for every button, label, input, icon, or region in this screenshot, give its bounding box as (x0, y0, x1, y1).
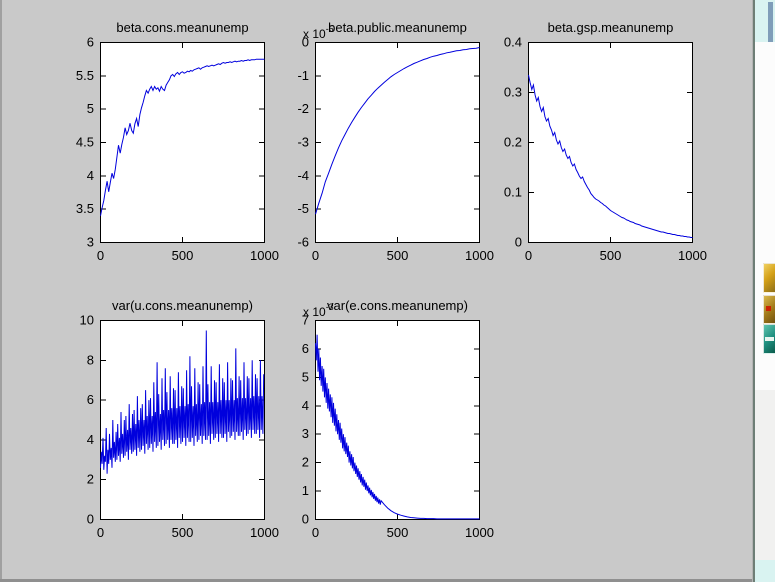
svg-text:5: 5 (87, 101, 94, 116)
subplot-beta-public-meanunemp: 0 500 1000 -6 -5 -4 -3 -2 -1 0 beta.public.meanune… (260, 8, 495, 278)
svg-text:1000: 1000 (678, 248, 707, 263)
svg-text:x 10-3: x 10-3 (303, 302, 334, 319)
svg-text:beta.gsp.meanunemp: beta.gsp.meanunemp (548, 20, 674, 35)
svg-text:500: 500 (387, 525, 409, 540)
svg-text:0: 0 (312, 248, 319, 263)
window-right-edge-shadow (753, 0, 755, 582)
svg-text:0: 0 (97, 248, 104, 263)
svg-text:0: 0 (87, 512, 94, 527)
svg-text:6: 6 (87, 392, 94, 407)
subplot-var-e-cons-meanunemp: 0 500 1000 0 1 2 3 4 5 6 7 var(e.cons.meanunemp) x 1… (260, 286, 495, 555)
svg-text:beta.public.meanunemp: beta.public.meanunemp (328, 20, 467, 35)
svg-text:4: 4 (87, 432, 94, 447)
svg-text:5: 5 (302, 369, 309, 384)
svg-text:4: 4 (87, 168, 94, 183)
svg-text:0: 0 (312, 525, 319, 540)
subplot-beta-cons-meanunemp: 0 500 1000 3 3.5 4 4.5 5 5.5 6 beta.cons.meanunemp (45, 8, 280, 278)
svg-text:2: 2 (87, 472, 94, 487)
svg-text:1000: 1000 (250, 525, 279, 540)
desktop-icon-1[interactable] (763, 263, 775, 293)
svg-text:0.2: 0.2 (504, 135, 522, 150)
svg-text:500: 500 (600, 248, 622, 263)
window-bottom-edge (0, 579, 755, 582)
svg-text:x 10-5: x 10-5 (303, 24, 334, 41)
svg-text:-4: -4 (297, 168, 309, 183)
svg-text:0: 0 (97, 525, 104, 540)
window-right-edge (752, 0, 753, 582)
svg-text:1: 1 (302, 483, 309, 498)
svg-text:5.5: 5.5 (76, 68, 94, 83)
svg-text:0: 0 (515, 235, 522, 250)
subplot-beta-gsp-meanunemp: 0 500 1000 0 0.1 0.2 0.3 0.4 beta.gsp.meanunemp (473, 8, 708, 278)
svg-text:0.1: 0.1 (504, 185, 522, 200)
svg-text:0.3: 0.3 (504, 85, 522, 100)
svg-text:1000: 1000 (465, 248, 494, 263)
svg-text:3: 3 (87, 235, 94, 250)
svg-text:500: 500 (172, 248, 194, 263)
svg-text:6: 6 (87, 35, 94, 50)
svg-text:7: 7 (302, 313, 309, 328)
subplot-var-u-cons-meanunemp: 0 500 1000 0 2 4 6 8 10 var(u.cons.meanunemp) (45, 286, 280, 555)
svg-text:0: 0 (302, 35, 309, 50)
svg-text:3: 3 (302, 426, 309, 441)
svg-text:4.5: 4.5 (76, 135, 94, 150)
svg-text:-6: -6 (297, 235, 309, 250)
svg-text:500: 500 (172, 525, 194, 540)
desktop-icon-3[interactable] (763, 324, 775, 354)
svg-text:var(e.cons.meanunemp): var(e.cons.meanunemp) (327, 298, 468, 313)
svg-text:0.4: 0.4 (504, 35, 522, 50)
svg-text:-5: -5 (297, 201, 309, 216)
svg-text:-3: -3 (297, 135, 309, 150)
svg-text:1000: 1000 (250, 248, 279, 263)
svg-text:0: 0 (525, 248, 532, 263)
svg-text:beta.cons.meanunemp: beta.cons.meanunemp (116, 20, 248, 35)
svg-text:2: 2 (302, 455, 309, 470)
svg-text:0: 0 (302, 512, 309, 527)
svg-text:8: 8 (87, 352, 94, 367)
svg-text:6: 6 (302, 341, 309, 356)
svg-text:500: 500 (387, 248, 409, 263)
svg-text:var(u.cons.meanunemp): var(u.cons.meanunemp) (112, 298, 253, 313)
window-left-edge (0, 0, 2, 582)
desktop-icon-2[interactable] (763, 295, 775, 324)
svg-text:3.5: 3.5 (76, 201, 94, 216)
svg-text:4: 4 (302, 398, 309, 413)
svg-text:-2: -2 (297, 101, 309, 116)
desktop-window-fragment (768, 2, 773, 42)
svg-text:-1: -1 (297, 68, 309, 83)
svg-text:10: 10 (80, 313, 94, 328)
svg-text:1000: 1000 (465, 525, 494, 540)
